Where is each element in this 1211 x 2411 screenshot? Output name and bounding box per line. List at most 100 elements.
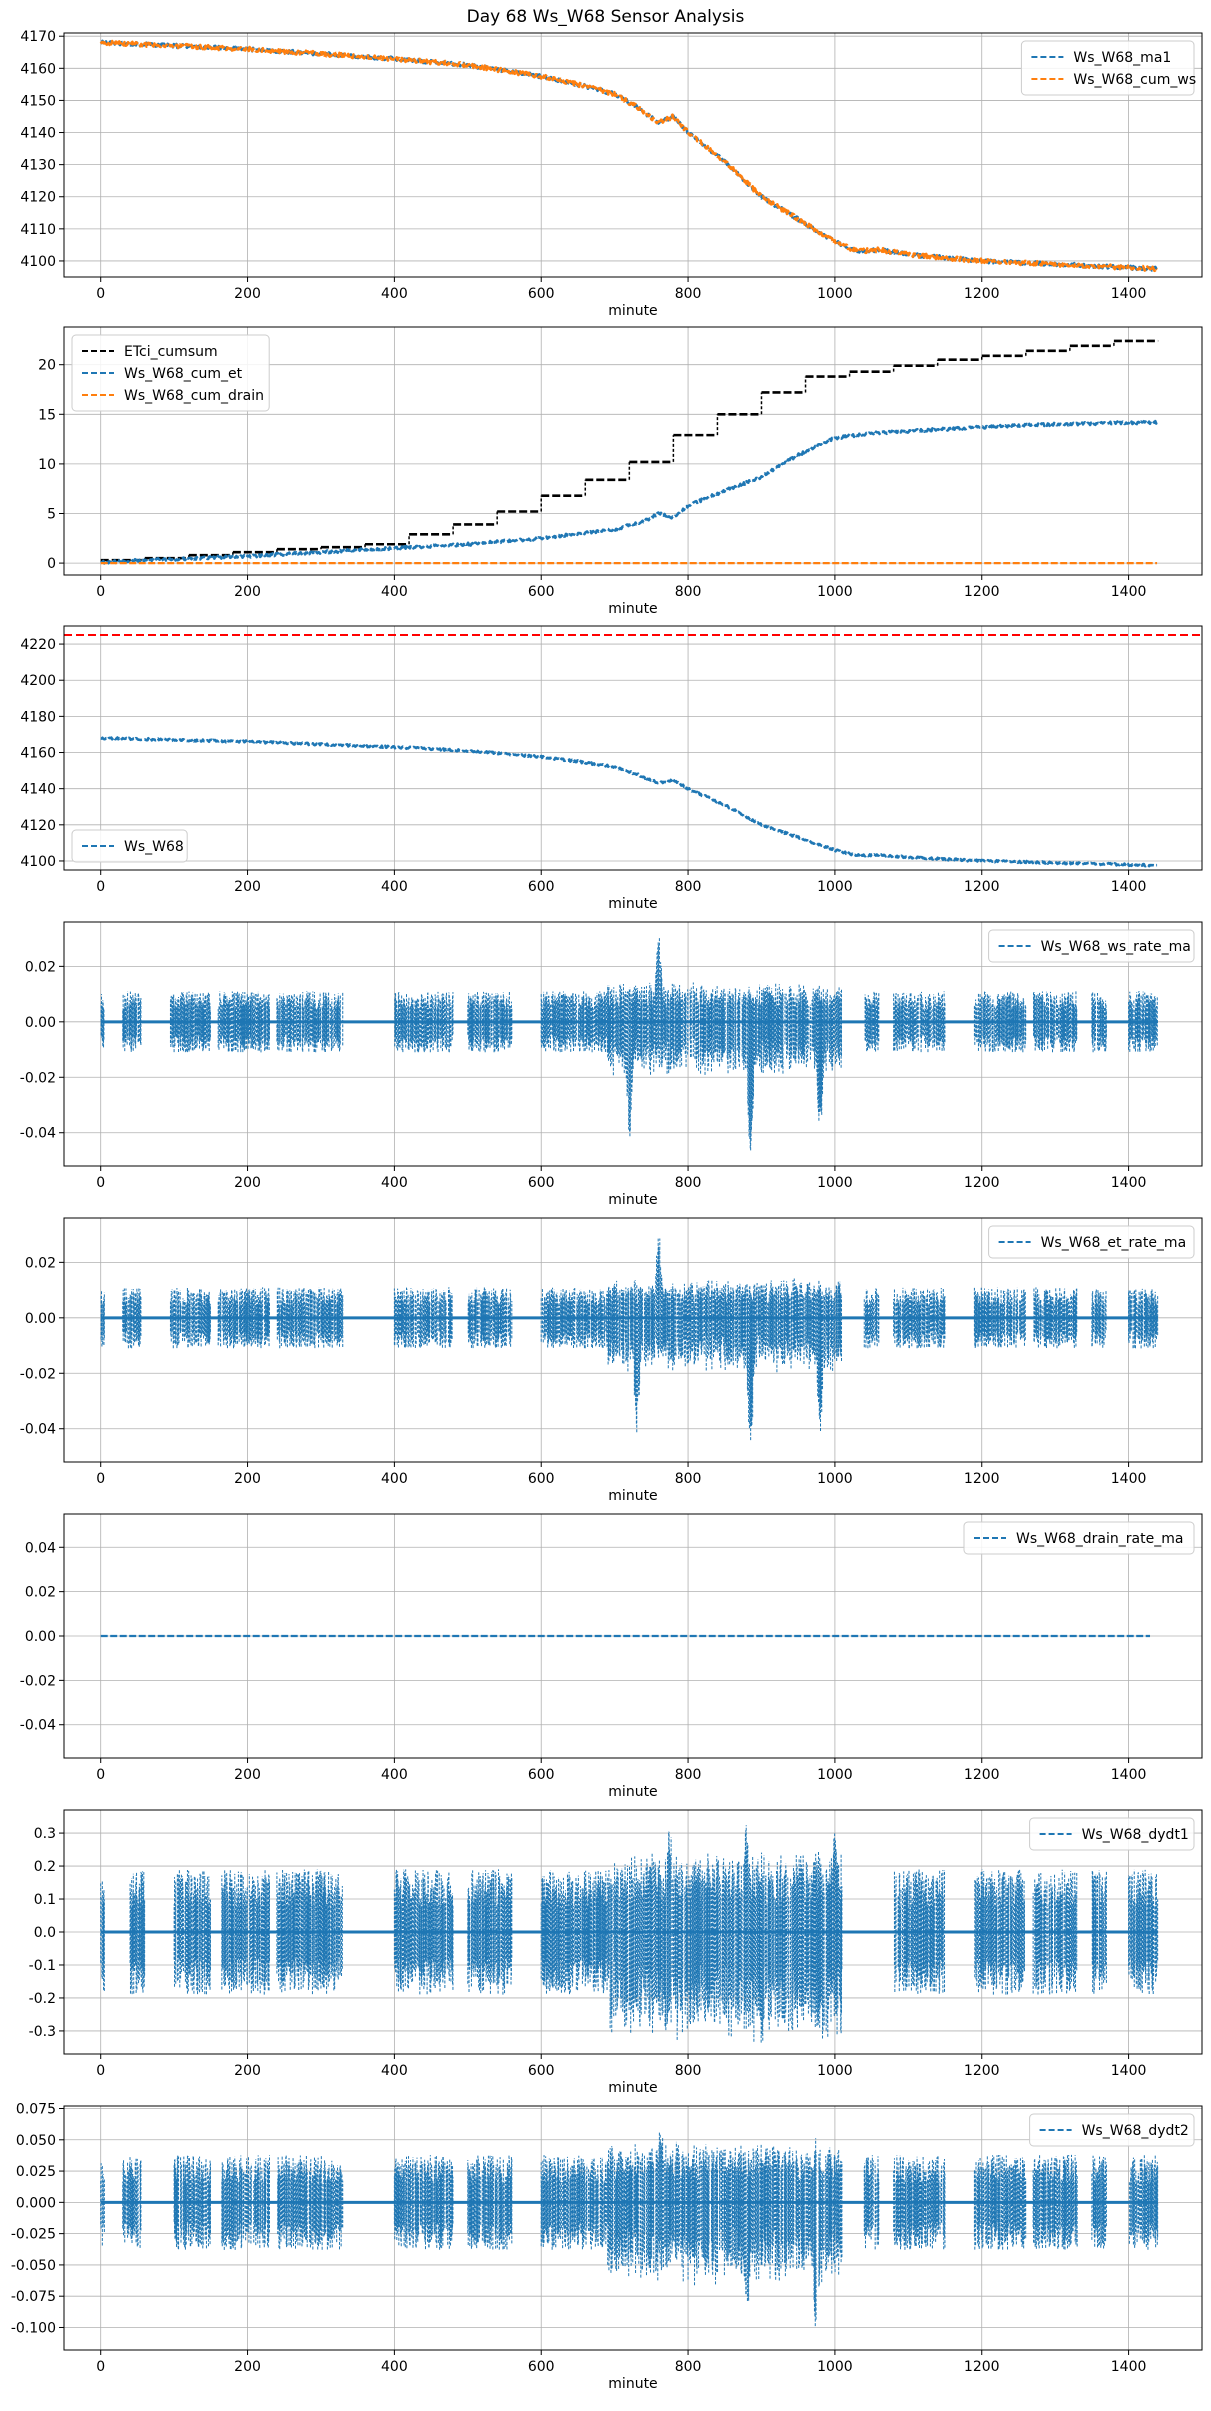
x-tick-label: 0 (96, 1175, 105, 1191)
x-tick-label: 1000 (817, 2063, 853, 2079)
x-tick-label: 800 (675, 286, 702, 302)
chart-panel-8: 0 200 400 600 800 1000 1200 1400-0.100-0.075-0.… (11, 2102, 1203, 2392)
x-tick-label: 1400 (1111, 2063, 1147, 2079)
y-tick-label: 4140 (20, 126, 56, 142)
legend-entry: Ws_W68_cum_et (124, 366, 243, 382)
x-axis-label: minute (608, 1784, 657, 1800)
x-tick-label: 1200 (964, 1175, 1000, 1191)
plot-area (100, 1238, 1159, 1441)
x-tick-label: 1200 (964, 1767, 1000, 1783)
x-tick-label: 1000 (817, 879, 853, 895)
y-tick-label: 4100 (20, 254, 56, 270)
y-tick-label: 0.0 (34, 1925, 56, 1941)
x-tick-label: 0 (96, 1767, 105, 1783)
axes-frame (63, 326, 1203, 576)
x-tick-label: 0 (96, 286, 105, 302)
x-tick-label: 1000 (817, 1767, 853, 1783)
x-tick-label: 600 (528, 1175, 555, 1191)
legend-box (1020, 40, 1195, 96)
axes-frame (63, 625, 1203, 871)
x-axis-label: minute (608, 896, 657, 912)
x-tick-label: 0 (96, 879, 105, 895)
x-tick-label: 1400 (1111, 1767, 1147, 1783)
y-tick-label: 0.00 (25, 1629, 56, 1645)
legend-entry: Ws_W68_et_rate_ma (1041, 1235, 1187, 1251)
y-tick-label: -0.3 (29, 2024, 56, 2040)
x-tick-label: 200 (234, 1767, 261, 1783)
x-tick-label: 1000 (817, 584, 853, 600)
axes-frame (63, 32, 1203, 278)
y-tick-label: -0.02 (20, 1366, 56, 1382)
y-tick-label: 5 (47, 506, 56, 522)
x-tick-label: 1400 (1111, 1175, 1147, 1191)
x-tick-label: 200 (234, 584, 261, 600)
x-tick-label: 400 (381, 2063, 408, 2079)
y-tick-label: 4160 (20, 61, 56, 77)
legend-entry: ETci_cumsum (124, 344, 218, 360)
x-tick-label: 1400 (1111, 584, 1147, 600)
y-tick-label: 4180 (20, 709, 56, 725)
x-axis-label: minute (608, 2080, 657, 2096)
x-tick-label: 600 (528, 286, 555, 302)
x-axis-label: minute (608, 1488, 657, 1504)
x-tick-label: 200 (234, 1471, 261, 1487)
x-tick-label: 1200 (964, 286, 1000, 302)
x-tick-label: 0 (96, 584, 105, 600)
axes-frame (63, 921, 1203, 1167)
x-tick-label: 400 (381, 286, 408, 302)
y-tick-label: 0.00 (25, 1311, 56, 1327)
y-tick-label: 0.02 (25, 1255, 56, 1271)
plot-area (100, 937, 1158, 1151)
x-tick-label: 1200 (964, 879, 1000, 895)
chart-panel-2: 0 200 400 600 800 1000 1200 1400 0 5 10 15 20 minute E… (38, 326, 1203, 617)
legend-box (988, 929, 1195, 963)
series-Ws_W68 (100, 736, 1158, 868)
legend: Ws_W68_drain_rate_ma (963, 1521, 1195, 1555)
x-tick-label: 1200 (964, 2063, 1000, 2079)
y-tick-label: 0.2 (34, 1859, 56, 1875)
plot-area (100, 1825, 1159, 2043)
x-tick-label: 600 (528, 879, 555, 895)
y-tick-label: 4220 (20, 637, 56, 653)
chart-panel-5: 0 200 400 600 800 1000 1200 1400 -0.04 -0.02 0.00 0… (20, 1217, 1203, 1504)
legend-entry: Ws_W68_ws_rate_ma (1041, 939, 1191, 955)
series-Ws_W68_dydt2 (100, 2132, 1159, 2327)
y-tick-label: 0.02 (25, 1585, 56, 1601)
series-line (99, 39, 1158, 272)
plot-area (100, 736, 1158, 868)
y-tick-label: 10 (38, 457, 56, 473)
y-tick-label: 4140 (20, 782, 56, 798)
legend: Ws_W68_dydt1 (1029, 1817, 1195, 1851)
x-tick-label: 0 (96, 2063, 105, 2079)
x-tick-label: 1400 (1111, 879, 1147, 895)
x-tick-label: 1000 (817, 1175, 853, 1191)
legend: Ws_W68_ws_rate_ma (988, 929, 1195, 963)
series-line (100, 736, 1158, 868)
x-tick-label: 400 (381, 584, 408, 600)
series-line (99, 39, 1159, 273)
x-tick-label: 1200 (964, 584, 1000, 600)
series-line (100, 419, 1159, 565)
y-tick-label: 0.00 (25, 1015, 56, 1031)
x-tick-label: 200 (234, 879, 261, 895)
x-tick-label: 800 (675, 1471, 702, 1487)
series-Ws_W68_et_rate_ma (100, 1238, 1159, 1441)
legend-entry: Ws_W68 (124, 839, 184, 855)
y-tick-label: -0.04 (20, 1422, 56, 1438)
x-tick-label: 800 (675, 584, 702, 600)
x-tick-label: 200 (234, 1175, 261, 1191)
series-Ws_W68_ws_rate_ma (100, 937, 1158, 1151)
x-tick-label: 800 (675, 1767, 702, 1783)
y-tick-label: 4100 (20, 854, 56, 870)
y-tick-label: 4120 (20, 818, 56, 834)
legend-entry: Ws_W68_drain_rate_ma (1016, 1531, 1183, 1547)
x-axis-label: minute (608, 1192, 657, 1208)
figure-title: Day 68 Ws_W68 Sensor Analysis (467, 7, 745, 27)
x-tick-label: 1000 (817, 1471, 853, 1487)
legend: ETci_cumsum Ws_W68_cum_et Ws_W68_cum_drain (71, 334, 270, 412)
legend-entry: Ws_W68_cum_ws (1073, 72, 1196, 88)
y-tick-label: 4150 (20, 93, 56, 109)
y-tick-label: 0.02 (25, 959, 56, 975)
series-Ws_W68_cum_et (100, 419, 1159, 565)
